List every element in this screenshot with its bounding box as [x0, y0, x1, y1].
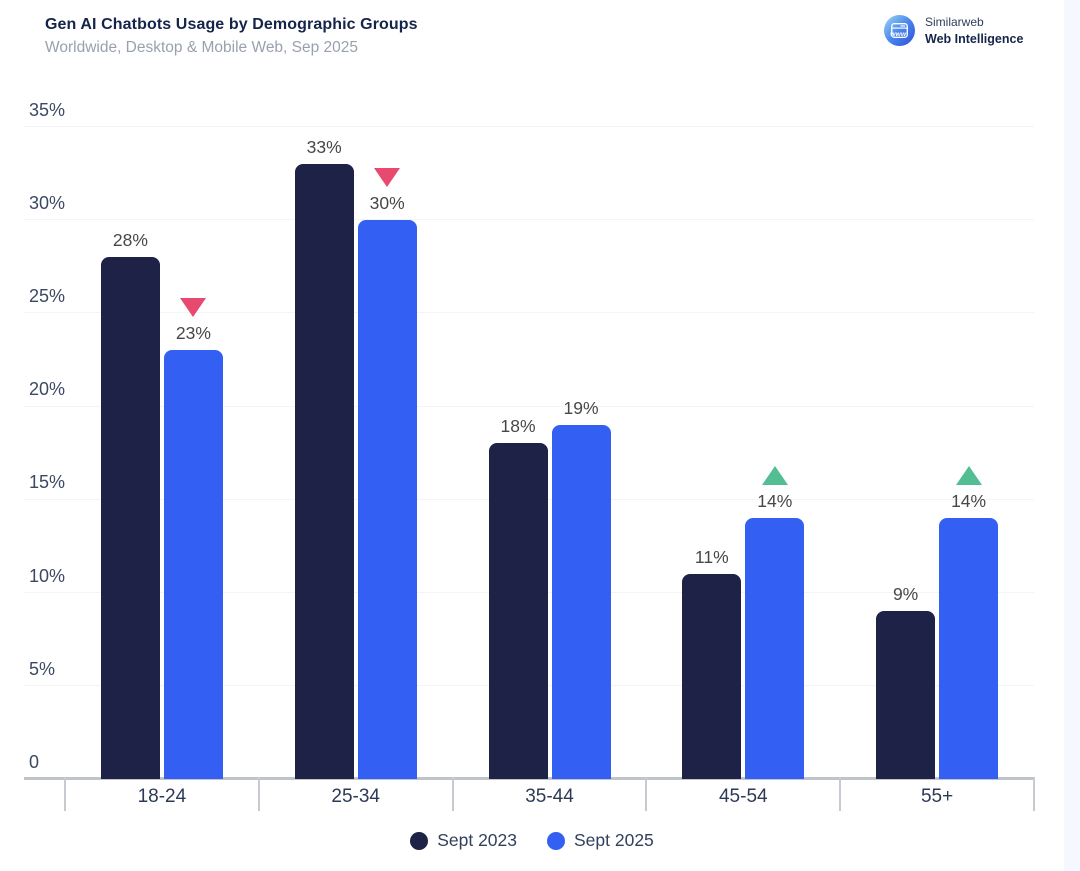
x-axis-tick — [645, 777, 648, 811]
bar-sept-2025-25-34 — [357, 219, 417, 779]
trend-down-icon — [180, 298, 207, 318]
trend-up-icon — [761, 466, 788, 485]
bar-sept-2023-25-34 — [294, 163, 354, 779]
x-axis-tick — [839, 777, 842, 811]
y-axis-label: 35% — [29, 99, 66, 120]
trend-down-icon — [374, 167, 401, 187]
y-axis-label: 10% — [29, 565, 66, 586]
bar-value-label: 30% — [369, 192, 405, 213]
chart-legend: Sept 2023 Sept 2025 — [0, 830, 1064, 851]
bar-sept-2025-35-44 — [551, 424, 611, 779]
bar-value-label: 28% — [112, 230, 148, 250]
logo-text: Similarweb Web Intelligence — [925, 15, 1023, 47]
bar-value-label: 9% — [892, 584, 919, 605]
y-axis-label: 30% — [29, 192, 66, 213]
y-axis-label: 25% — [29, 285, 66, 306]
y-axis-label: 20% — [29, 379, 66, 400]
x-axis-tick — [64, 777, 66, 811]
y-axis-label: 15% — [29, 472, 66, 493]
legend-label: Sept 2023 — [437, 830, 517, 850]
bar-value-label: 23% — [175, 323, 211, 344]
legend-label: Sept 2025 — [574, 830, 654, 850]
gridline — [24, 312, 1034, 314]
bar-value-label: 14% — [757, 491, 793, 511]
logo-www-text: www — [890, 31, 907, 38]
page-background-strip — [1064, 0, 1080, 871]
bar-sept-2023-45-54 — [682, 573, 742, 779]
legend-swatch — [547, 831, 565, 850]
legend-swatch — [410, 831, 429, 850]
x-axis-label: 55+ — [920, 786, 954, 807]
bar-sept-2025-45-54 — [745, 518, 805, 779]
gridline — [24, 126, 1034, 127]
x-axis-label: 18-24 — [137, 786, 187, 807]
chart-title: Gen AI Chatbots Usage by Demographic Gro… — [45, 16, 418, 33]
bar-value-label: 33% — [306, 136, 342, 157]
bar-sept-2023-18-24 — [100, 257, 160, 779]
bar-value-label: 11% — [694, 546, 729, 567]
x-axis-label: 35-44 — [525, 786, 574, 807]
logo-brand: Similarweb — [925, 15, 984, 29]
legend-item-sept-2025: Sept 2025 — [547, 830, 654, 851]
x-axis-label: 45-54 — [718, 786, 768, 807]
x-axis-tick — [257, 777, 260, 811]
y-axis-label: 5% — [29, 658, 56, 679]
bar-value-label: 19% — [563, 397, 599, 418]
bar-sept-2023-55+ — [876, 611, 936, 779]
bar-sept-2025-18-24 — [163, 350, 223, 779]
similarweb-logo-icon: www — [884, 15, 915, 47]
similarweb-logo: www Similarweb Web Intelligence — [884, 15, 1023, 47]
gridline — [24, 219, 1034, 221]
bar-sept-2023-35-44 — [488, 443, 548, 779]
logo-product: Web Intelligence — [925, 31, 1024, 46]
legend-item-sept-2023: Sept 2023 — [410, 830, 517, 851]
x-axis-label: 25-34 — [331, 786, 380, 807]
bar-value-label: 18% — [500, 416, 536, 437]
y-axis-label: 0 — [29, 752, 40, 772]
gridline — [24, 405, 1034, 407]
trend-up-icon — [955, 466, 982, 485]
chart-subtitle: Worldwide, Desktop & Mobile Web, Sep 202… — [45, 39, 359, 56]
x-axis-tick — [1033, 777, 1035, 811]
bar-sept-2025-55+ — [939, 518, 999, 779]
x-axis-tick — [451, 777, 454, 811]
bar-value-label: 14% — [951, 491, 987, 511]
